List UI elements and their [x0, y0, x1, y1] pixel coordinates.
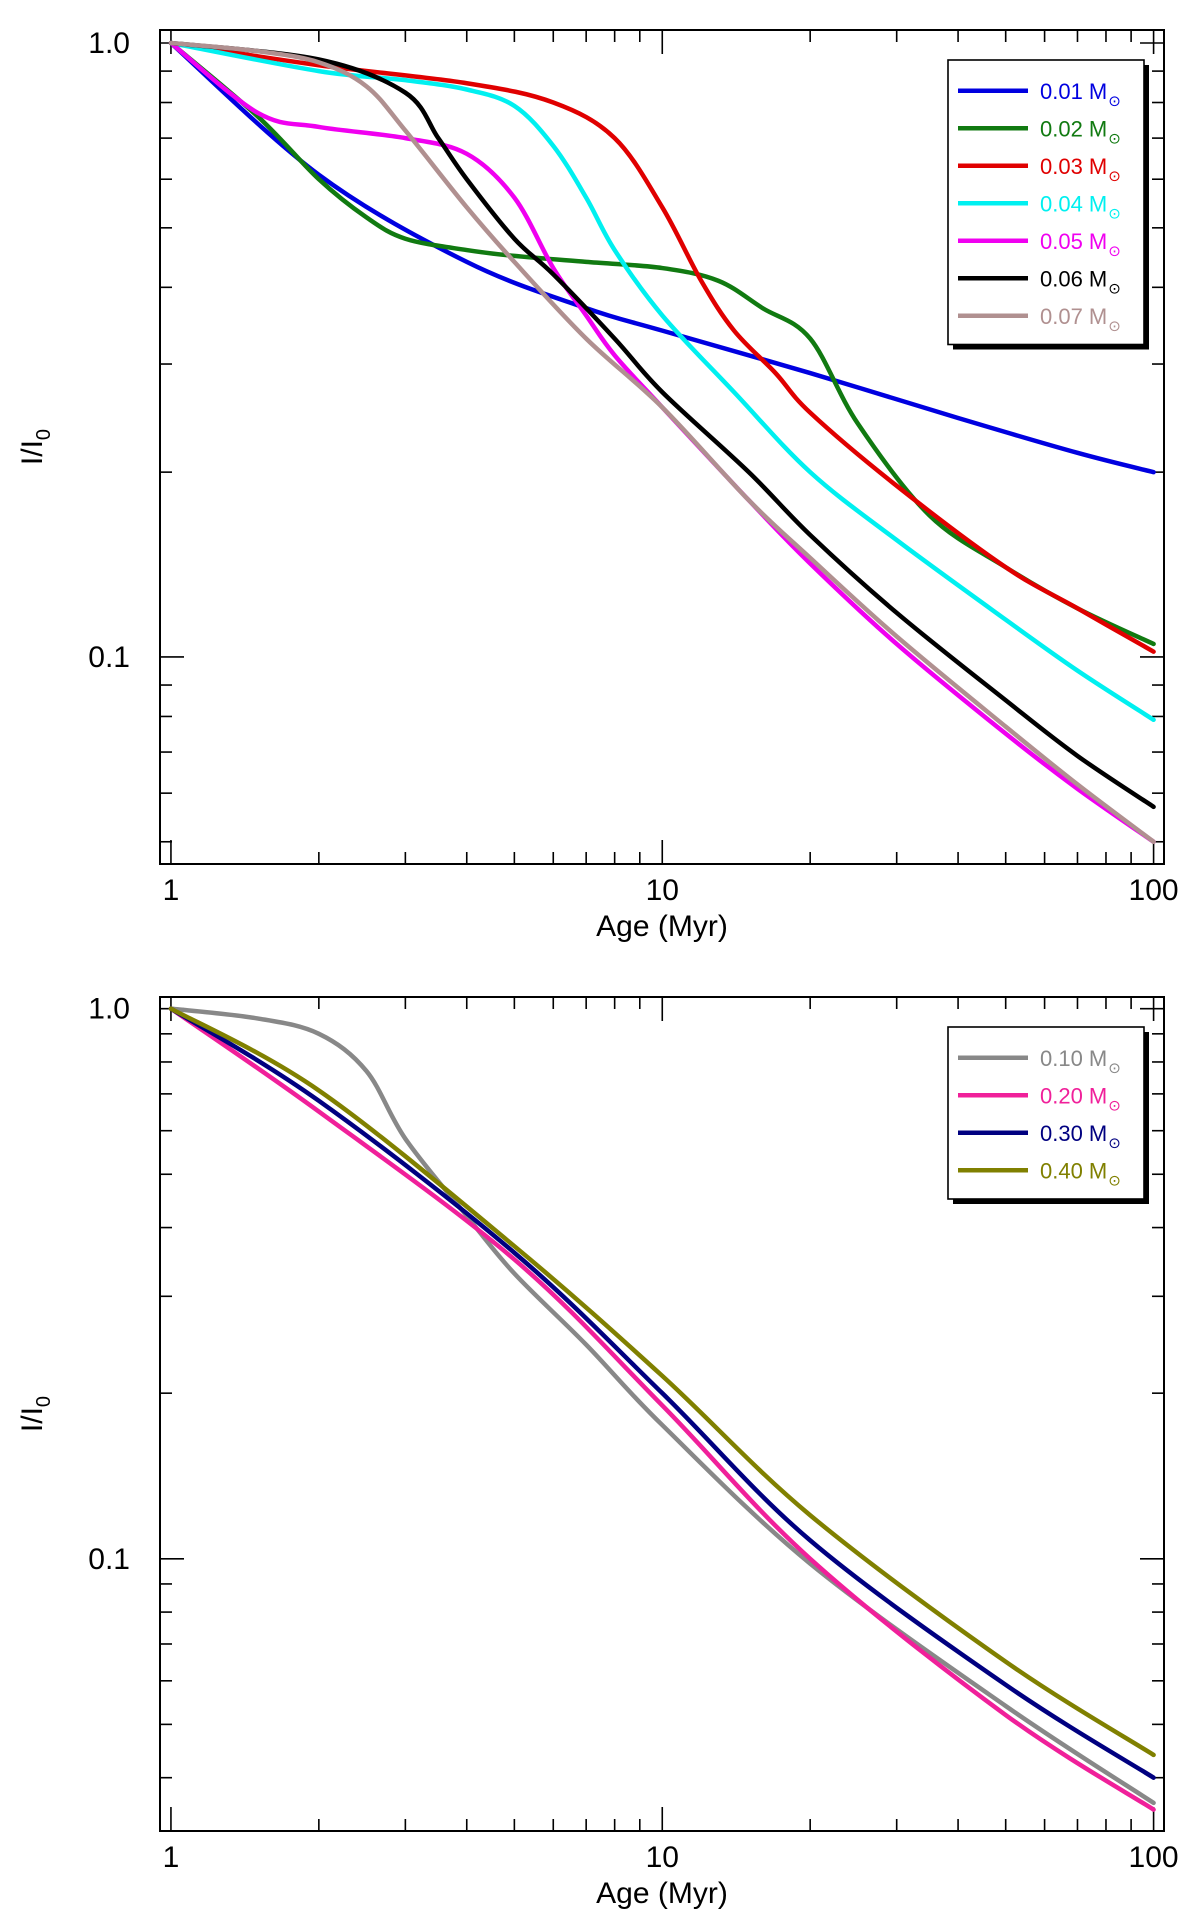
legend-label: 0.07 M⊙ [1040, 304, 1121, 335]
series-line-0.20 [168, 1006, 1156, 1812]
series-line-0.10 [168, 1006, 1156, 1806]
y-tick-label: 1.0 [88, 27, 130, 60]
legend-label: 0.05 M⊙ [1040, 229, 1121, 260]
y-tick-label: 1.0 [88, 993, 130, 1026]
series-line-0.02 [168, 40, 1156, 647]
y-axis-label: I/I0 [16, 429, 55, 465]
series-line-0.30 [168, 1006, 1156, 1780]
legend-label: 0.30 M⊙ [1040, 1121, 1121, 1152]
series-line-0.07 [168, 40, 1156, 845]
y-tick-label: 0.1 [88, 1543, 130, 1576]
legend-label: 0.40 M⊙ [1040, 1158, 1121, 1189]
legend: 0.01 M⊙ 0.02 M⊙ 0.03 M⊙ 0.04 M⊙ 0.05 M⊙ 0.06 … [947, 59, 1149, 350]
x-tick-label: 10 [646, 874, 679, 907]
x-tick-label: 100 [1129, 874, 1179, 907]
x-tick-label: 100 [1129, 1841, 1179, 1874]
series-line-0.01 [168, 40, 1156, 475]
legend-label: 0.01 M⊙ [1040, 79, 1121, 110]
legend: 0.10 M⊙ 0.20 M⊙ 0.30 M⊙ 0.40 M⊙ [947, 1026, 1149, 1204]
legend-label: 0.02 M⊙ [1040, 116, 1121, 147]
series-line-0.03 [168, 40, 1156, 654]
legend-label: 0.10 M⊙ [1040, 1046, 1121, 1077]
x-axis-label: Age (Myr) [596, 910, 728, 943]
legend-label: 0.04 M⊙ [1040, 191, 1121, 222]
series-line-0.04 [168, 40, 1156, 723]
x-axis-ticks [170, 30, 1155, 864]
series-line-0.06 [168, 40, 1156, 810]
y-axis-ticks [160, 1007, 1164, 1779]
legend-label: 0.03 M⊙ [1040, 154, 1121, 185]
x-tick-label: 1 [163, 874, 180, 907]
legend-label: 0.20 M⊙ [1040, 1083, 1121, 1114]
x-tick-label: 10 [646, 1841, 679, 1874]
y-tick-label: 0.1 [88, 641, 130, 674]
series-line-0.40 [168, 1006, 1156, 1758]
series-line-0.05 [168, 40, 1156, 845]
legend-label: 0.06 M⊙ [1040, 266, 1121, 297]
series-lines [168, 40, 1156, 845]
series-lines [168, 1006, 1156, 1812]
x-axis-label: Age (Myr) [596, 1877, 728, 1910]
y-axis-label: I/I0 [16, 1396, 55, 1432]
x-tick-label: 1 [163, 1841, 180, 1874]
